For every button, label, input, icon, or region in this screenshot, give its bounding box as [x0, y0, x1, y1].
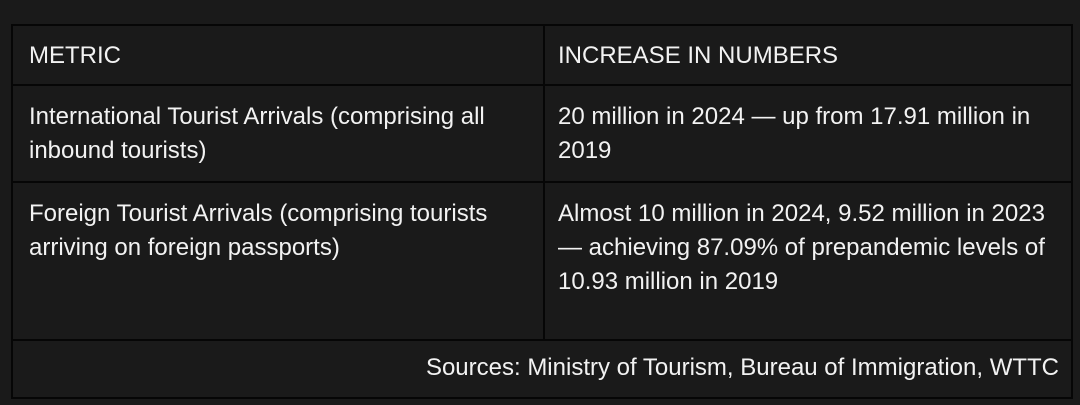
value-cell: 20 million in 2024 — up from 17.91 milli…	[558, 103, 1031, 164]
header-metric: METRIC	[13, 26, 545, 84]
metric-cell: Foreign Tourist Arrivals (comprising tou…	[13, 183, 545, 339]
sources-row: Sources: Ministry of Tourism, Bureau of …	[13, 341, 1071, 397]
table-header-row: METRIC INCREASE IN NUMBERS	[13, 26, 1071, 86]
metric-cell: International Tourist Arrivals (comprisi…	[13, 86, 545, 181]
value-cell: Almost 10 million in 2024, 9.52 million …	[558, 200, 1045, 295]
tourism-table: METRIC INCREASE IN NUMBERS International…	[11, 24, 1073, 399]
table-row: Foreign Tourist Arrivals (comprising tou…	[13, 183, 1071, 341]
table-row: International Tourist Arrivals (comprisi…	[13, 86, 1071, 183]
header-increase-in-numbers: INCREASE IN NUMBERS	[558, 42, 839, 69]
sources-text: Sources: Ministry of Tourism, Bureau of …	[425, 354, 1059, 381]
